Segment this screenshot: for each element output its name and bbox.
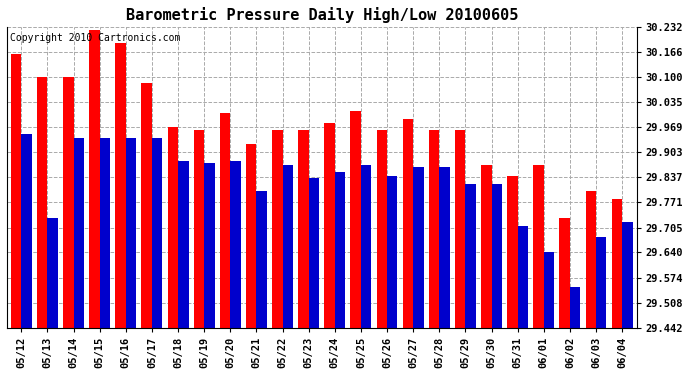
Bar: [115, 43, 126, 328]
Bar: [544, 252, 554, 328]
Bar: [429, 130, 440, 328]
Bar: [351, 111, 361, 328]
Bar: [272, 130, 282, 328]
Title: Barometric Pressure Daily High/Low 20100605: Barometric Pressure Daily High/Low 20100…: [126, 7, 518, 23]
Bar: [298, 130, 308, 328]
Bar: [246, 144, 257, 328]
Bar: [21, 134, 32, 328]
Bar: [152, 138, 162, 328]
Bar: [89, 30, 99, 328]
Bar: [168, 127, 178, 328]
Bar: [11, 54, 21, 328]
Text: Copyright 2010 Cartronics.com: Copyright 2010 Cartronics.com: [10, 33, 181, 43]
Bar: [324, 123, 335, 328]
Bar: [377, 130, 387, 328]
Bar: [481, 165, 491, 328]
Bar: [466, 184, 476, 328]
Bar: [361, 165, 371, 328]
Bar: [126, 138, 136, 328]
Bar: [586, 191, 596, 328]
Bar: [612, 199, 622, 328]
Bar: [491, 184, 502, 328]
Bar: [220, 113, 230, 328]
Bar: [204, 163, 215, 328]
Bar: [99, 138, 110, 328]
Bar: [63, 77, 74, 328]
Bar: [507, 176, 518, 328]
Bar: [413, 166, 424, 328]
Bar: [596, 237, 607, 328]
Bar: [440, 166, 450, 328]
Bar: [403, 119, 413, 328]
Bar: [141, 83, 152, 328]
Bar: [257, 191, 267, 328]
Bar: [282, 165, 293, 328]
Bar: [387, 176, 397, 328]
Bar: [37, 77, 48, 328]
Bar: [74, 138, 84, 328]
Bar: [230, 161, 241, 328]
Bar: [560, 218, 570, 328]
Bar: [455, 130, 466, 328]
Bar: [570, 286, 580, 328]
Bar: [48, 218, 58, 328]
Bar: [194, 130, 204, 328]
Bar: [622, 222, 633, 328]
Bar: [308, 178, 319, 328]
Bar: [518, 226, 528, 328]
Bar: [178, 161, 188, 328]
Bar: [533, 165, 544, 328]
Bar: [335, 172, 345, 328]
